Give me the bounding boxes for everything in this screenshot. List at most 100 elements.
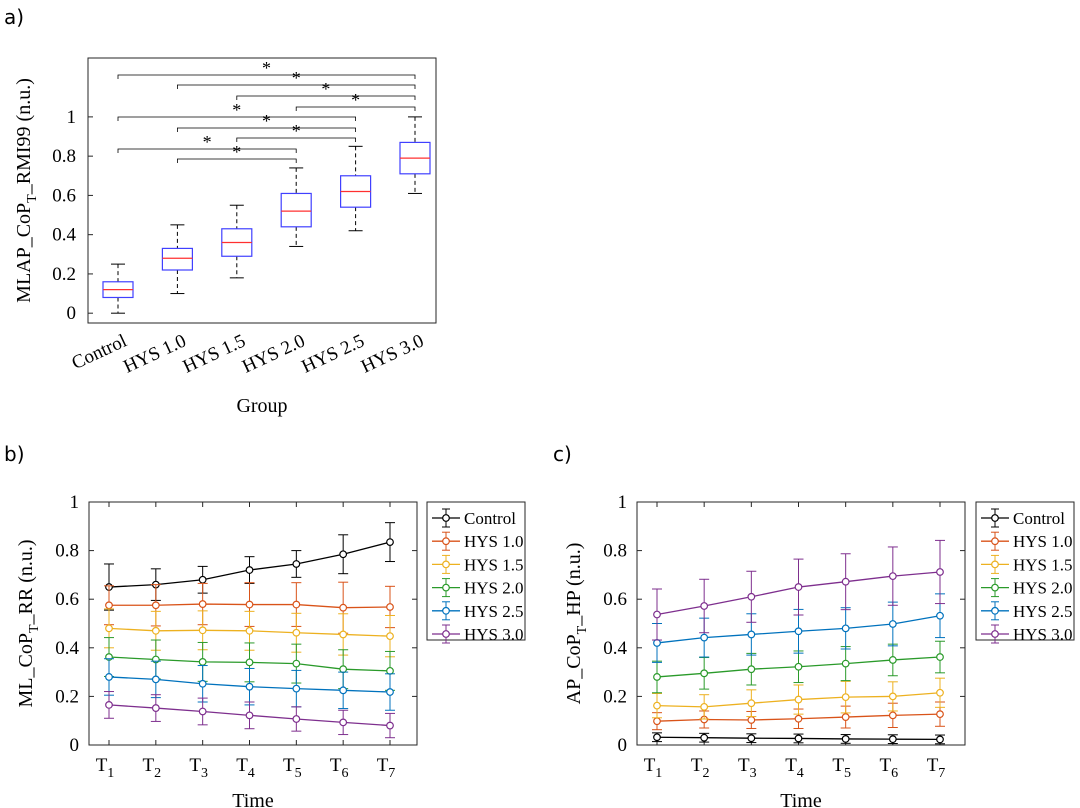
data-point bbox=[292, 560, 301, 568]
data-point bbox=[386, 688, 394, 696]
data-point bbox=[339, 665, 348, 674]
data-point bbox=[245, 711, 254, 720]
data-point bbox=[198, 657, 207, 666]
data-point bbox=[936, 688, 944, 697]
x-tick-label: T3 bbox=[189, 755, 208, 781]
y-tick-label: 0.4 bbox=[52, 225, 76, 246]
data-point bbox=[794, 662, 803, 671]
y-axis-label: AP_CoPT_HP (n.u.) bbox=[563, 543, 590, 705]
significance-star: * bbox=[292, 68, 301, 88]
significance-bracket bbox=[117, 116, 356, 121]
data-point bbox=[936, 735, 944, 744]
x-tick-sub: 6 bbox=[891, 766, 898, 781]
data-point bbox=[292, 684, 301, 693]
legend-swatch-marker bbox=[442, 606, 450, 615]
category-label: HYS 2.0 bbox=[239, 330, 308, 377]
x-axis-label: Group bbox=[236, 395, 287, 417]
x-tick-label: T6 bbox=[880, 755, 899, 781]
x-tick-sub: 7 bbox=[388, 766, 395, 781]
x-tick-sub: 5 bbox=[844, 766, 851, 781]
data-point bbox=[386, 721, 394, 730]
data-point bbox=[794, 714, 803, 723]
data-point bbox=[292, 715, 301, 723]
y-tick-label: 1 bbox=[67, 107, 77, 128]
data-point bbox=[700, 633, 709, 642]
data-point bbox=[151, 601, 160, 610]
category-label: HYS 3.0 bbox=[358, 330, 427, 377]
data-point bbox=[653, 639, 661, 647]
y-tick-label: 0.2 bbox=[603, 686, 627, 707]
x-tick-main: T bbox=[377, 755, 389, 776]
data-point bbox=[794, 583, 803, 591]
data-point bbox=[653, 733, 661, 742]
data-point bbox=[653, 717, 661, 726]
x-tick-main: T bbox=[143, 755, 155, 776]
data-point bbox=[841, 624, 850, 633]
data-point bbox=[292, 628, 301, 637]
y-tick-label: 0.8 bbox=[603, 541, 627, 562]
plot-frame-b bbox=[88, 501, 418, 746]
x-tick-main: T bbox=[832, 755, 844, 776]
data-point bbox=[198, 679, 207, 688]
data-point bbox=[653, 701, 661, 710]
y-tick-label: 0 bbox=[70, 735, 80, 756]
data-point bbox=[841, 713, 850, 721]
legend-swatch-marker bbox=[991, 606, 999, 615]
data-point bbox=[198, 575, 207, 584]
x-tick-main: T bbox=[644, 755, 656, 776]
y-axis-label-main: AP_CoP bbox=[563, 634, 585, 704]
data-point bbox=[936, 653, 944, 661]
data-point bbox=[888, 656, 897, 664]
data-point bbox=[198, 707, 207, 716]
x-tick-label: T4 bbox=[785, 755, 804, 781]
data-point bbox=[198, 626, 207, 635]
data-point bbox=[888, 692, 897, 701]
y-tick-label: 0.2 bbox=[52, 264, 76, 285]
data-point bbox=[747, 592, 756, 601]
significance-star: * bbox=[203, 132, 212, 152]
significance-bracket bbox=[117, 148, 297, 153]
series-hys-2-5 bbox=[652, 593, 945, 663]
data-point bbox=[245, 626, 254, 635]
legend-label: Control bbox=[464, 509, 516, 528]
legend-swatch-marker bbox=[991, 537, 999, 546]
data-point bbox=[386, 666, 394, 675]
y-axis-label-sub: T bbox=[575, 625, 590, 634]
x-tick-sub: 4 bbox=[797, 766, 804, 781]
data-point bbox=[700, 702, 709, 711]
x-tick-label: T4 bbox=[236, 755, 255, 781]
data-point bbox=[747, 630, 756, 639]
y-axis-label-tail: _HP (n.u.) bbox=[563, 543, 585, 627]
x-tick-sub: 1 bbox=[655, 766, 662, 781]
data-point bbox=[245, 600, 254, 609]
y-tick-label: 0.2 bbox=[55, 686, 79, 707]
data-point bbox=[747, 734, 756, 743]
x-tick-main: T bbox=[330, 755, 342, 776]
y-axis-label-tail: _RR (n.u.) bbox=[15, 539, 37, 625]
x-tick-sub: 1 bbox=[107, 766, 114, 781]
series-hys-3-0 bbox=[652, 539, 945, 641]
x-tick-label: T7 bbox=[377, 755, 396, 781]
legend-label: HYS 1.5 bbox=[1013, 555, 1073, 574]
box-3 bbox=[280, 192, 312, 228]
data-point bbox=[841, 659, 850, 668]
y-tick-label: 0.8 bbox=[52, 146, 76, 167]
y-axis-label-sub: T bbox=[25, 194, 40, 203]
x-tick-main: T bbox=[96, 755, 108, 776]
y-axis-label-sub: T bbox=[27, 624, 42, 633]
data-point bbox=[841, 735, 850, 743]
data-point bbox=[700, 669, 709, 678]
data-point bbox=[936, 568, 944, 576]
legend-swatch-marker bbox=[442, 560, 450, 569]
data-point bbox=[245, 658, 254, 667]
legend-swatch-marker bbox=[442, 537, 450, 546]
data-point bbox=[105, 624, 113, 633]
data-point bbox=[888, 711, 897, 720]
legend-swatch-marker bbox=[442, 514, 450, 522]
x-tick-sub: 6 bbox=[341, 766, 348, 781]
data-point bbox=[841, 693, 850, 702]
significance-bracket bbox=[177, 84, 416, 89]
y-tick-label: 1 bbox=[70, 492, 80, 513]
data-point bbox=[245, 682, 254, 691]
